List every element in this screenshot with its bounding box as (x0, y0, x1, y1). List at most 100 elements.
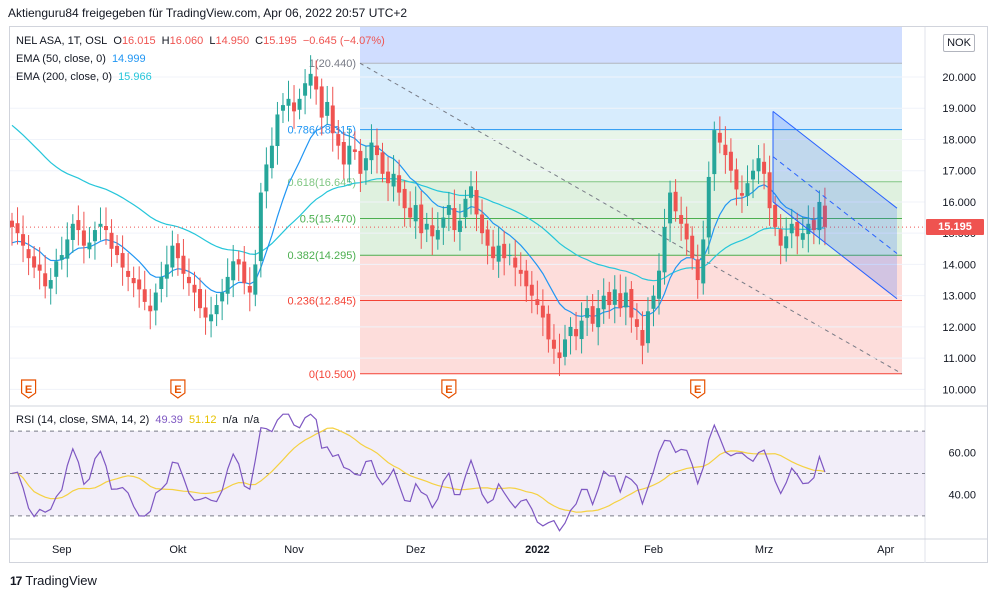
candle-body (579, 320, 584, 340)
chart-frame (9, 26, 988, 563)
candle-body (225, 276, 230, 294)
channel-lower-line (772, 201, 898, 300)
candle-body (789, 223, 794, 234)
candle-body (751, 170, 756, 180)
candle-body (618, 293, 623, 309)
tradingview-logo-icon: 17 (10, 573, 22, 588)
earnings-marker-label: E (445, 384, 452, 396)
candle-body (131, 278, 136, 284)
candle-body (784, 236, 789, 249)
candle-body (651, 295, 656, 309)
candle-body (181, 255, 186, 274)
close-value: 15.195 (263, 35, 297, 47)
candle-body (264, 164, 269, 192)
candle-body (679, 215, 684, 224)
candle-body (662, 226, 667, 273)
candle-body (21, 234, 26, 246)
candle-body (496, 245, 501, 262)
candle-body (280, 105, 285, 111)
close-label: C (255, 35, 264, 47)
candle-body (607, 291, 612, 306)
candle-body (275, 114, 280, 147)
candle-body (37, 264, 42, 271)
candle-body (762, 161, 767, 174)
candle-body (203, 307, 208, 318)
candle-body (380, 152, 385, 174)
candle-body (92, 230, 97, 242)
candle-body (634, 319, 639, 327)
price-tick-label: 16.000 (942, 197, 976, 209)
candle-body (164, 264, 169, 279)
symbol-legend[interactable]: NEL ASA, 1T, OSL O16.015 H16.060 L14.950… (16, 35, 388, 47)
footer-brand[interactable]: 17 TradingView (10, 573, 97, 588)
candle-body (430, 225, 435, 237)
candle-body (546, 313, 551, 340)
time-tick-label: Mrz (755, 544, 773, 556)
candle-body (640, 330, 645, 346)
candle-body (330, 105, 335, 134)
fib-level-label: 1(20.440) (309, 58, 356, 70)
candle-body (811, 220, 816, 231)
candle-body (585, 308, 590, 318)
candle-body (596, 308, 601, 328)
open-label: O (113, 35, 122, 47)
candle-body (513, 257, 518, 268)
high-value: 16.060 (169, 35, 204, 47)
candle-body (441, 217, 446, 228)
candle-body (87, 242, 92, 250)
candle-body (529, 284, 534, 296)
candle-body (148, 305, 153, 312)
candle-body (574, 329, 579, 337)
candle-body (424, 223, 429, 230)
fib-level-label: 0.5(15.470) (300, 213, 356, 225)
candle-body (695, 259, 700, 281)
price-tick-label: 13.000 (942, 291, 976, 303)
candle-body (10, 220, 14, 227)
candle-body (723, 144, 728, 156)
candle-body (120, 253, 125, 268)
candle-body (236, 259, 241, 265)
candle-body (673, 191, 678, 212)
candle-body (645, 311, 650, 344)
candle-body (153, 292, 158, 311)
candle-body (767, 172, 772, 209)
candle-body (690, 235, 695, 259)
candle-body (386, 171, 391, 184)
price-axis: 10.00011.00012.00013.00014.00015.00016.0… (10, 27, 988, 563)
candle-body (54, 261, 59, 277)
fib-band (360, 129, 902, 182)
ema50-legend[interactable]: EMA (50, close, 0) 14.999 (16, 53, 149, 65)
candle-body (48, 280, 53, 289)
price-tick-label: 20.000 (942, 72, 976, 84)
candle-body (706, 176, 711, 238)
candle-body (540, 305, 545, 318)
fib-trend-line (359, 62, 903, 375)
candle-body (601, 295, 606, 310)
ema200-legend[interactable]: EMA (200, close, 0) 15.966 (16, 71, 155, 83)
candle-body (242, 261, 247, 284)
ema50-line (11, 123, 826, 318)
time-tick-label: Sep (52, 544, 72, 556)
candle-body (209, 314, 214, 322)
candle-body (32, 256, 37, 268)
candle-body (65, 239, 70, 259)
candle-body (502, 243, 507, 259)
candle-body (795, 222, 800, 237)
candle-body (81, 230, 86, 246)
price-tick-label: 17.000 (942, 166, 976, 178)
earnings-marker-icon: E (690, 379, 706, 399)
candle-body (341, 141, 346, 165)
rsi-legend[interactable]: RSI (14, close, SMA, 14, 2) 49.39 51.12 … (16, 414, 262, 426)
candle-body (457, 220, 462, 232)
candle-body (258, 192, 263, 262)
earnings-marker-label: E (174, 384, 181, 396)
rsi-sma-line (11, 427, 826, 513)
price-tick-label: 10.000 (942, 384, 976, 396)
price-tick-label: 11.000 (943, 353, 976, 365)
fib-level-label: 0.618(16.645) (288, 177, 357, 189)
candle-body (374, 145, 379, 156)
low-value: 14.950 (215, 35, 250, 47)
currency-badge[interactable]: NOK (943, 34, 975, 52)
candle-body (358, 150, 363, 174)
